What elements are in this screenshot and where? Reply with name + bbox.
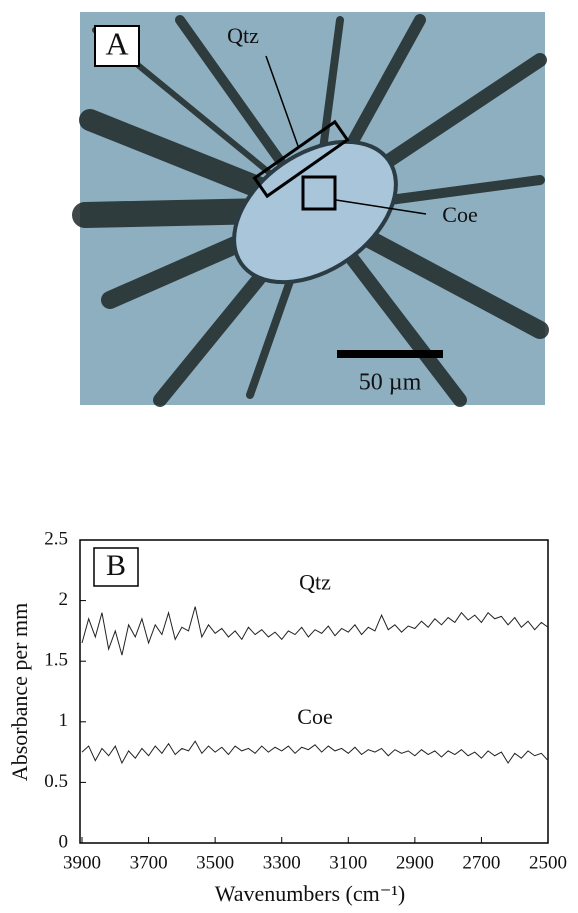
x-tick-label: 3500 [196,852,234,873]
grain [232,139,398,285]
x-tick-label: 2500 [529,852,567,873]
series-label: Coe [297,704,332,729]
y-axis-label: Absorbance per mm [7,603,32,781]
series-label: Qtz [299,570,331,595]
x-tick-label: 3700 [130,852,168,873]
y-tick-label: 1 [59,710,69,731]
series-line [81,606,549,656]
x-tick-label: 2900 [396,852,434,873]
leader-line [265,55,299,147]
x-tick-label: 3100 [329,852,367,873]
annotation: Qtz [227,23,259,48]
scale-bar-label: 50 µm [359,370,422,396]
y-tick-label: 0 [59,831,69,852]
y-tick-label: 0.5 [44,771,68,792]
scale-bar [337,350,443,358]
plot-frame [79,539,549,844]
annotation: Coe [442,202,477,227]
qtz-box [252,119,350,199]
panel-label-box [94,25,140,67]
x-tick-label: 2700 [462,852,500,873]
panel-label: B [106,549,126,582]
series-line [81,740,549,765]
leader-line [335,199,427,215]
y-tick-label: 2.5 [44,528,68,549]
y-tick-label: 2 [59,589,69,610]
x-axis-label: Wavenumbers (cm⁻¹) [215,881,406,906]
y-tick-label: 1.5 [44,650,68,671]
panel-label: A [105,25,128,61]
micrograph: A Qtz Coe 50 µm [72,12,549,407]
chart: B Wavenumbers (cm⁻¹) Absorbance per mm 0… [7,528,567,906]
x-tick-label: 3300 [263,852,301,873]
x-tick-label: 3900 [63,852,101,873]
coe-box [301,175,337,211]
panel-label-box [93,547,139,587]
